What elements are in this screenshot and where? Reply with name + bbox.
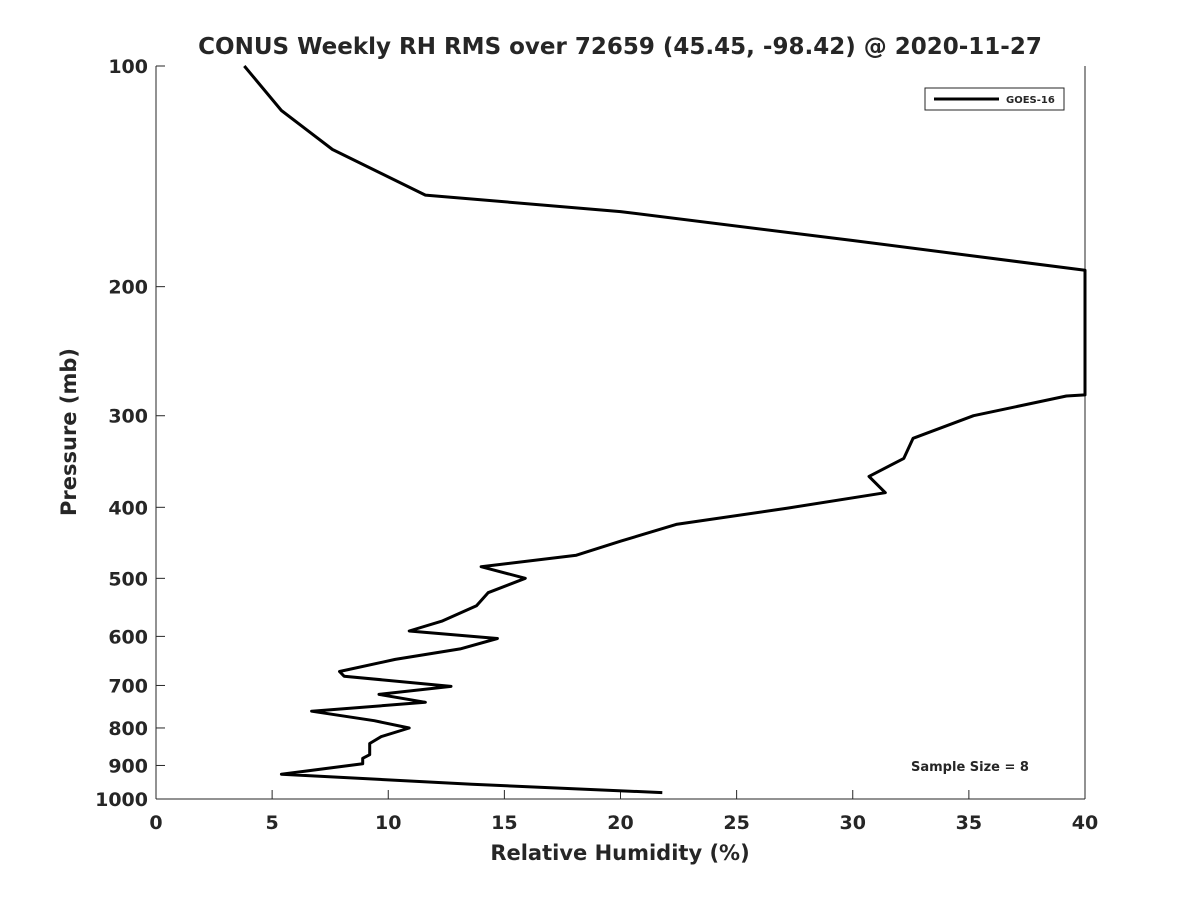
legend: GOES-16 — [924, 87, 1065, 111]
y-axis-label: Pressure (mb) — [57, 348, 81, 516]
y-tick-label: 100 — [108, 56, 148, 78]
x-axis-label: Relative Humidity (%) — [490, 841, 749, 865]
x-tick-label: 15 — [491, 812, 517, 834]
y-tick-label: 600 — [108, 626, 148, 648]
x-tick-label: 5 — [266, 812, 279, 834]
legend-label: GOES-16 — [1006, 95, 1055, 106]
x-tick-label: 40 — [1072, 812, 1098, 834]
x-tick-label: 0 — [149, 812, 162, 834]
y-tick-label: 800 — [108, 718, 148, 740]
series-line-goes-16 — [243, 65, 1087, 795]
plot-frame — [155, 65, 1086, 800]
y-tick-label: 200 — [108, 277, 148, 299]
x-tick-label: 10 — [375, 812, 401, 834]
x-tick-label: 35 — [956, 812, 982, 834]
y-tick-label: 700 — [108, 675, 148, 697]
y-tick-label: 400 — [108, 497, 148, 519]
y-ticks: 100 200 300 400 500 600 700 800 900 1000 — [95, 56, 165, 811]
sample-size-annotation: Sample Size = 8 — [911, 760, 1029, 775]
y-tick-label: 300 — [108, 406, 148, 428]
x-tick-label: 30 — [840, 812, 866, 834]
y-tick-label: 500 — [108, 568, 148, 590]
y-tick-label: 900 — [108, 755, 148, 777]
x-ticks: 0 5 10 15 20 25 30 35 40 — [149, 790, 1098, 834]
y-tick-label: 1000 — [95, 789, 148, 811]
chart-title: CONUS Weekly RH RMS over 72659 (45.45, -… — [198, 34, 1042, 60]
x-tick-label: 20 — [607, 812, 633, 834]
x-tick-label: 25 — [723, 812, 749, 834]
